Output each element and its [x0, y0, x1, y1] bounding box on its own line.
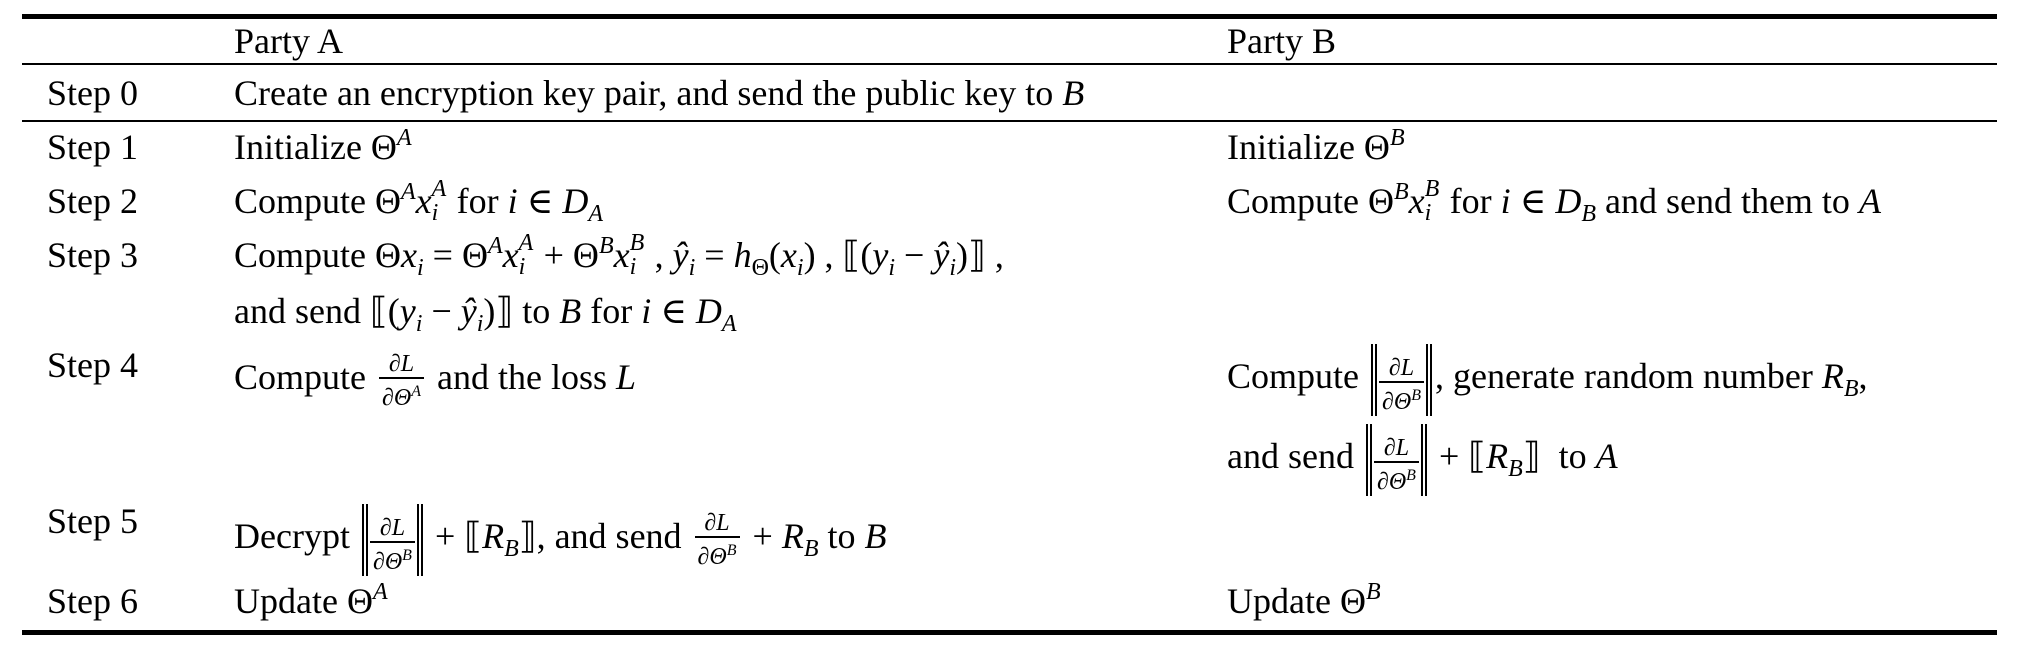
generate-text: , generate random number [1434, 356, 1822, 396]
step-label: Step 0 [47, 73, 139, 113]
header-party-a: Party A [234, 21, 344, 61]
step1-party-a: Initialize ΘA [234, 126, 412, 168]
var-b: B [1062, 73, 1085, 113]
var-i: i [1500, 181, 1511, 221]
encrypted-bracket: ∂L ∂ΘB [1365, 423, 1427, 496]
var-a: A [1858, 181, 1881, 221]
step-label: Step 3 [47, 235, 139, 275]
sup-a: A [396, 125, 412, 151]
step4-party-b-line1: Compute ∂L ∂ΘB, generate random number RB… [1227, 340, 1868, 416]
encrypted-bracket: ∂L ∂ΘB [361, 503, 423, 576]
partial-fraction: ∂L ∂ΘA [379, 351, 424, 411]
table-step0-rule [22, 120, 1997, 122]
step-label: Step 1 [47, 127, 139, 167]
compute-theta-text: Compute Θ [234, 181, 401, 221]
decrypt-text: Decrypt [234, 516, 359, 556]
step4-party-a: Compute ∂L ∂ΘA and the loss L [234, 344, 636, 411]
initialize-text: Initialize Θ [1227, 127, 1390, 167]
step-label: Step 6 [47, 581, 139, 621]
step3-party-a-line2: and send ⟦(yi − ŷi)⟧ to B for i ∈ DA [234, 291, 737, 337]
step0-text: Create an encryption key pair, and send … [234, 73, 1063, 113]
update-text: Update Θ [1227, 581, 1366, 621]
step1-party-b: Initialize ΘB [1227, 126, 1405, 168]
table-top-rule [22, 14, 1997, 19]
var-d: D [1555, 181, 1582, 221]
var-x: x [415, 181, 432, 221]
var-d: D [562, 181, 589, 221]
sub-i: i [431, 200, 439, 226]
step0-party-a: Create an encryption key pair, and send … [234, 72, 1084, 114]
step6-party-b: Update ΘB [1227, 580, 1381, 622]
step6-party-a: Update ΘA [234, 580, 388, 622]
var-i: i [507, 181, 518, 221]
compute-theta-text: Compute Θ [1227, 181, 1394, 221]
send-them-text: and send them to [1595, 181, 1859, 221]
for-text: for [1440, 181, 1501, 221]
step4-party-b-line2: and send ∂L ∂ΘB + ⟦RB⟧ to A [1227, 420, 1618, 496]
in-symbol: ∈ [1510, 181, 1556, 221]
encrypted-bracket: ∂L ∂ΘB [1371, 343, 1432, 416]
update-text: Update Θ [234, 581, 373, 621]
header-party-b: Party B [1227, 21, 1337, 61]
sup-b: B [1365, 579, 1381, 605]
step5-party-a: Decrypt ∂L ∂ΘB + ⟦RB⟧, and send ∂L ∂ΘB + R… [234, 500, 887, 576]
sup-a: A [401, 179, 416, 205]
sup-a: A [372, 579, 388, 605]
and-send-text: and send [1227, 436, 1363, 476]
initialize-text: Initialize Θ [234, 127, 397, 167]
step-label: Step 4 [47, 345, 139, 385]
sub-i: i [1424, 200, 1432, 226]
and-send-text: , and send [536, 516, 691, 556]
sub-a: A [588, 201, 603, 227]
sub-b: B [1581, 201, 1596, 227]
sup-b: B [1389, 125, 1405, 151]
step-label: Step 2 [47, 181, 139, 221]
in-symbol: ∈ [517, 181, 563, 221]
table-bottom-rule [22, 630, 1997, 635]
compute-text: Compute [234, 235, 375, 275]
compute-text: Compute [234, 357, 375, 397]
sup-b: B [1394, 179, 1409, 205]
sup-b: B [1424, 176, 1440, 202]
partial-fraction: ∂L ∂ΘB [694, 510, 740, 570]
loss-text: and the loss [427, 357, 616, 397]
step-label: Step 5 [47, 501, 139, 541]
var-l: L [615, 357, 636, 397]
and-send-text: and send [234, 291, 370, 331]
var-x: x [1408, 181, 1425, 221]
compute-text: Compute [1227, 356, 1368, 396]
sup-a: A [431, 176, 447, 202]
for-text: for [447, 181, 508, 221]
table-header-rule [22, 63, 1997, 65]
